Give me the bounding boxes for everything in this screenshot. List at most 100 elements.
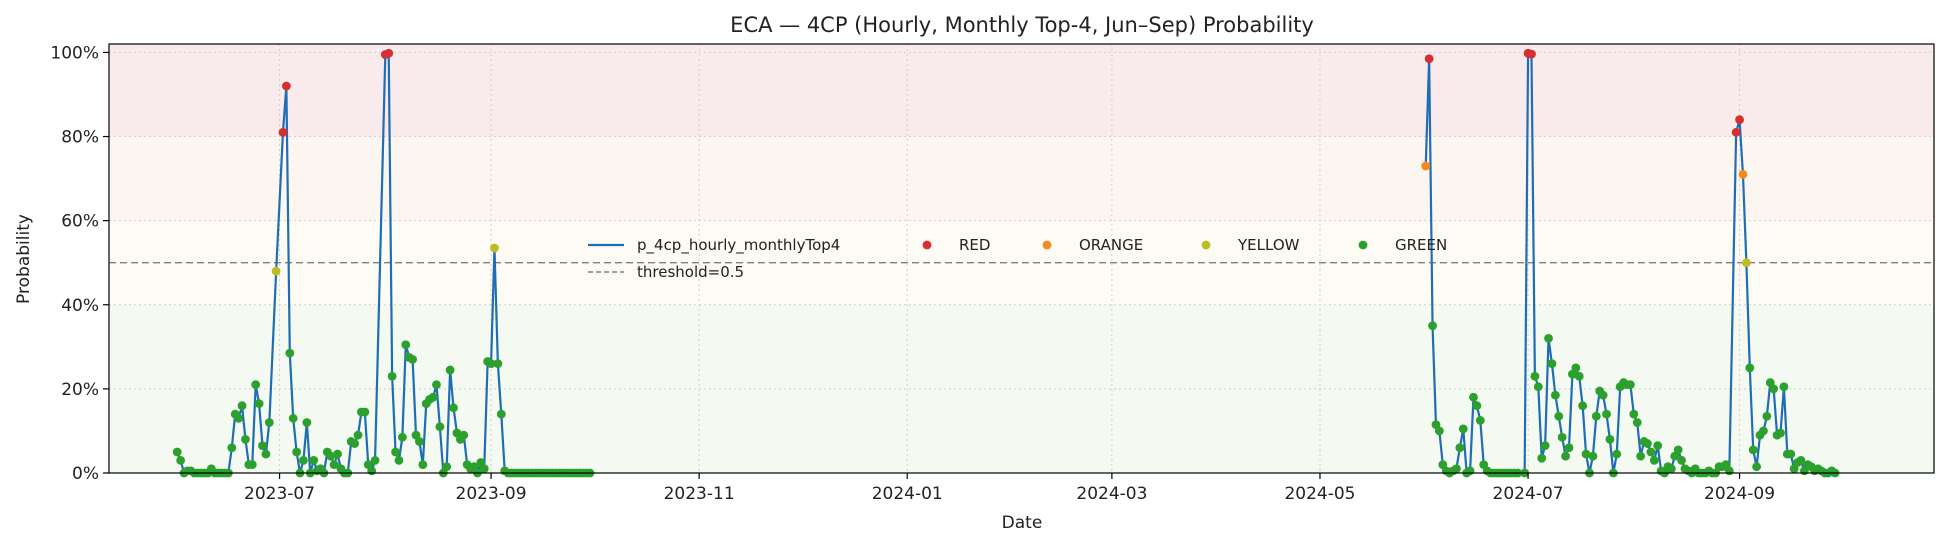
- data-point: [1629, 409, 1639, 419]
- data-point: [1578, 401, 1588, 411]
- data-point: [1475, 416, 1485, 425]
- legend-label-green: GREEN: [1395, 236, 1447, 254]
- legend-label-line: p_4cp_hourly_monthlyTop4: [637, 236, 840, 255]
- data-point: [350, 439, 360, 448]
- data-point: [1643, 439, 1652, 448]
- data-point: [1636, 451, 1646, 461]
- data-point: [1666, 464, 1676, 474]
- x-tick-label: 2024-05: [1284, 484, 1355, 504]
- data-point: [486, 359, 496, 369]
- data-point: [1571, 363, 1581, 373]
- data-point: [247, 460, 257, 469]
- data-point: [1735, 115, 1744, 125]
- x-tick-label: 2023-09: [456, 484, 527, 504]
- y-tick-label: 80%: [61, 128, 99, 148]
- data-point: [1428, 321, 1437, 331]
- x-tick-label: 2024-03: [1076, 484, 1147, 504]
- data-point: [1455, 443, 1465, 453]
- legend-marker-yellow: [1201, 240, 1211, 250]
- data-point: [1458, 424, 1468, 434]
- x-tick-label: 2024-09: [1704, 484, 1775, 504]
- data-point: [1561, 451, 1570, 461]
- data-point: [1759, 426, 1768, 436]
- data-point: [1537, 453, 1547, 463]
- data-point: [1626, 380, 1635, 390]
- data-point: [1769, 384, 1779, 394]
- data-point: [254, 399, 264, 409]
- data-point: [278, 127, 288, 137]
- band-2: [109, 136, 1934, 221]
- data-point: [449, 403, 458, 413]
- legend-label-yellow: YELLOW: [1237, 236, 1300, 254]
- data-point: [292, 447, 302, 457]
- data-point: [1588, 451, 1598, 461]
- data-point: [415, 437, 424, 446]
- data-point: [1776, 428, 1785, 438]
- x-tick-label: 2023-11: [664, 484, 735, 504]
- data-point: [285, 348, 295, 358]
- data-point: [1469, 392, 1478, 402]
- data-point: [1574, 371, 1584, 381]
- data-point: [1434, 426, 1444, 436]
- data-point: [299, 455, 308, 465]
- data-point: [408, 355, 417, 364]
- data-point: [1752, 462, 1762, 472]
- y-tick-label: 100%: [50, 43, 99, 63]
- data-point: [432, 380, 441, 390]
- x-axis-label: Date: [1002, 513, 1043, 533]
- data-point: [435, 422, 445, 432]
- data-point: [490, 243, 499, 253]
- data-point: [1646, 447, 1656, 457]
- data-point: [1550, 390, 1560, 400]
- data-point: [1540, 441, 1550, 451]
- data-point: [360, 407, 370, 417]
- data-point: [493, 359, 503, 369]
- data-point: [370, 455, 380, 465]
- chart-title: ECA — 4CP (Hourly, Monthly Top-4, Jun–Se…: [730, 13, 1314, 37]
- data-point: [1564, 443, 1574, 453]
- data-point: [1612, 449, 1622, 459]
- data-point: [1598, 390, 1608, 400]
- data-point: [496, 409, 506, 419]
- data-point: [1731, 127, 1741, 137]
- legend-marker-red: [922, 240, 932, 250]
- data-point: [353, 430, 363, 440]
- data-point: [1533, 382, 1543, 392]
- data-point: [1554, 411, 1564, 421]
- data-point: [333, 449, 342, 459]
- data-point: [1779, 382, 1789, 392]
- probability-bands: [109, 44, 1934, 473]
- y-tick-label: 0%: [72, 464, 99, 484]
- data-point: [234, 413, 244, 423]
- data-point: [1421, 161, 1431, 171]
- data-point: [329, 460, 339, 469]
- data-point: [264, 418, 274, 427]
- data-point: [288, 413, 298, 423]
- legend-marker-green: [1358, 240, 1368, 250]
- data-point: [1653, 441, 1663, 451]
- y-tick-label: 40%: [61, 296, 99, 316]
- data-point: [1424, 54, 1434, 64]
- data-point: [397, 432, 407, 442]
- legend-label-threshold: threshold=0.5: [637, 263, 744, 281]
- x-tick-label: 2024-01: [872, 484, 943, 504]
- data-point: [261, 449, 271, 459]
- data-point: [1741, 258, 1751, 268]
- data-point: [1762, 411, 1772, 421]
- data-point: [1649, 455, 1659, 465]
- data-point: [309, 455, 319, 465]
- points-layer: [172, 48, 1840, 478]
- data-point: [1591, 411, 1601, 421]
- data-point: [326, 451, 336, 461]
- data-point: [258, 441, 267, 451]
- data-point: [1581, 449, 1591, 459]
- data-point: [367, 466, 377, 476]
- x-tick-label: 2023-07: [244, 484, 315, 504]
- x-axis-ticks: 2023-07 2023-09 2023-11 2024-01 2024-03 2024-…: [244, 473, 1775, 504]
- legend-marker-orange: [1042, 240, 1052, 250]
- legend: p_4cp_hourly_monthlyTop4 threshold=0.5 RED…: [588, 236, 1447, 281]
- data-point: [418, 460, 428, 469]
- data-point: [1602, 409, 1611, 419]
- data-point: [1547, 359, 1557, 369]
